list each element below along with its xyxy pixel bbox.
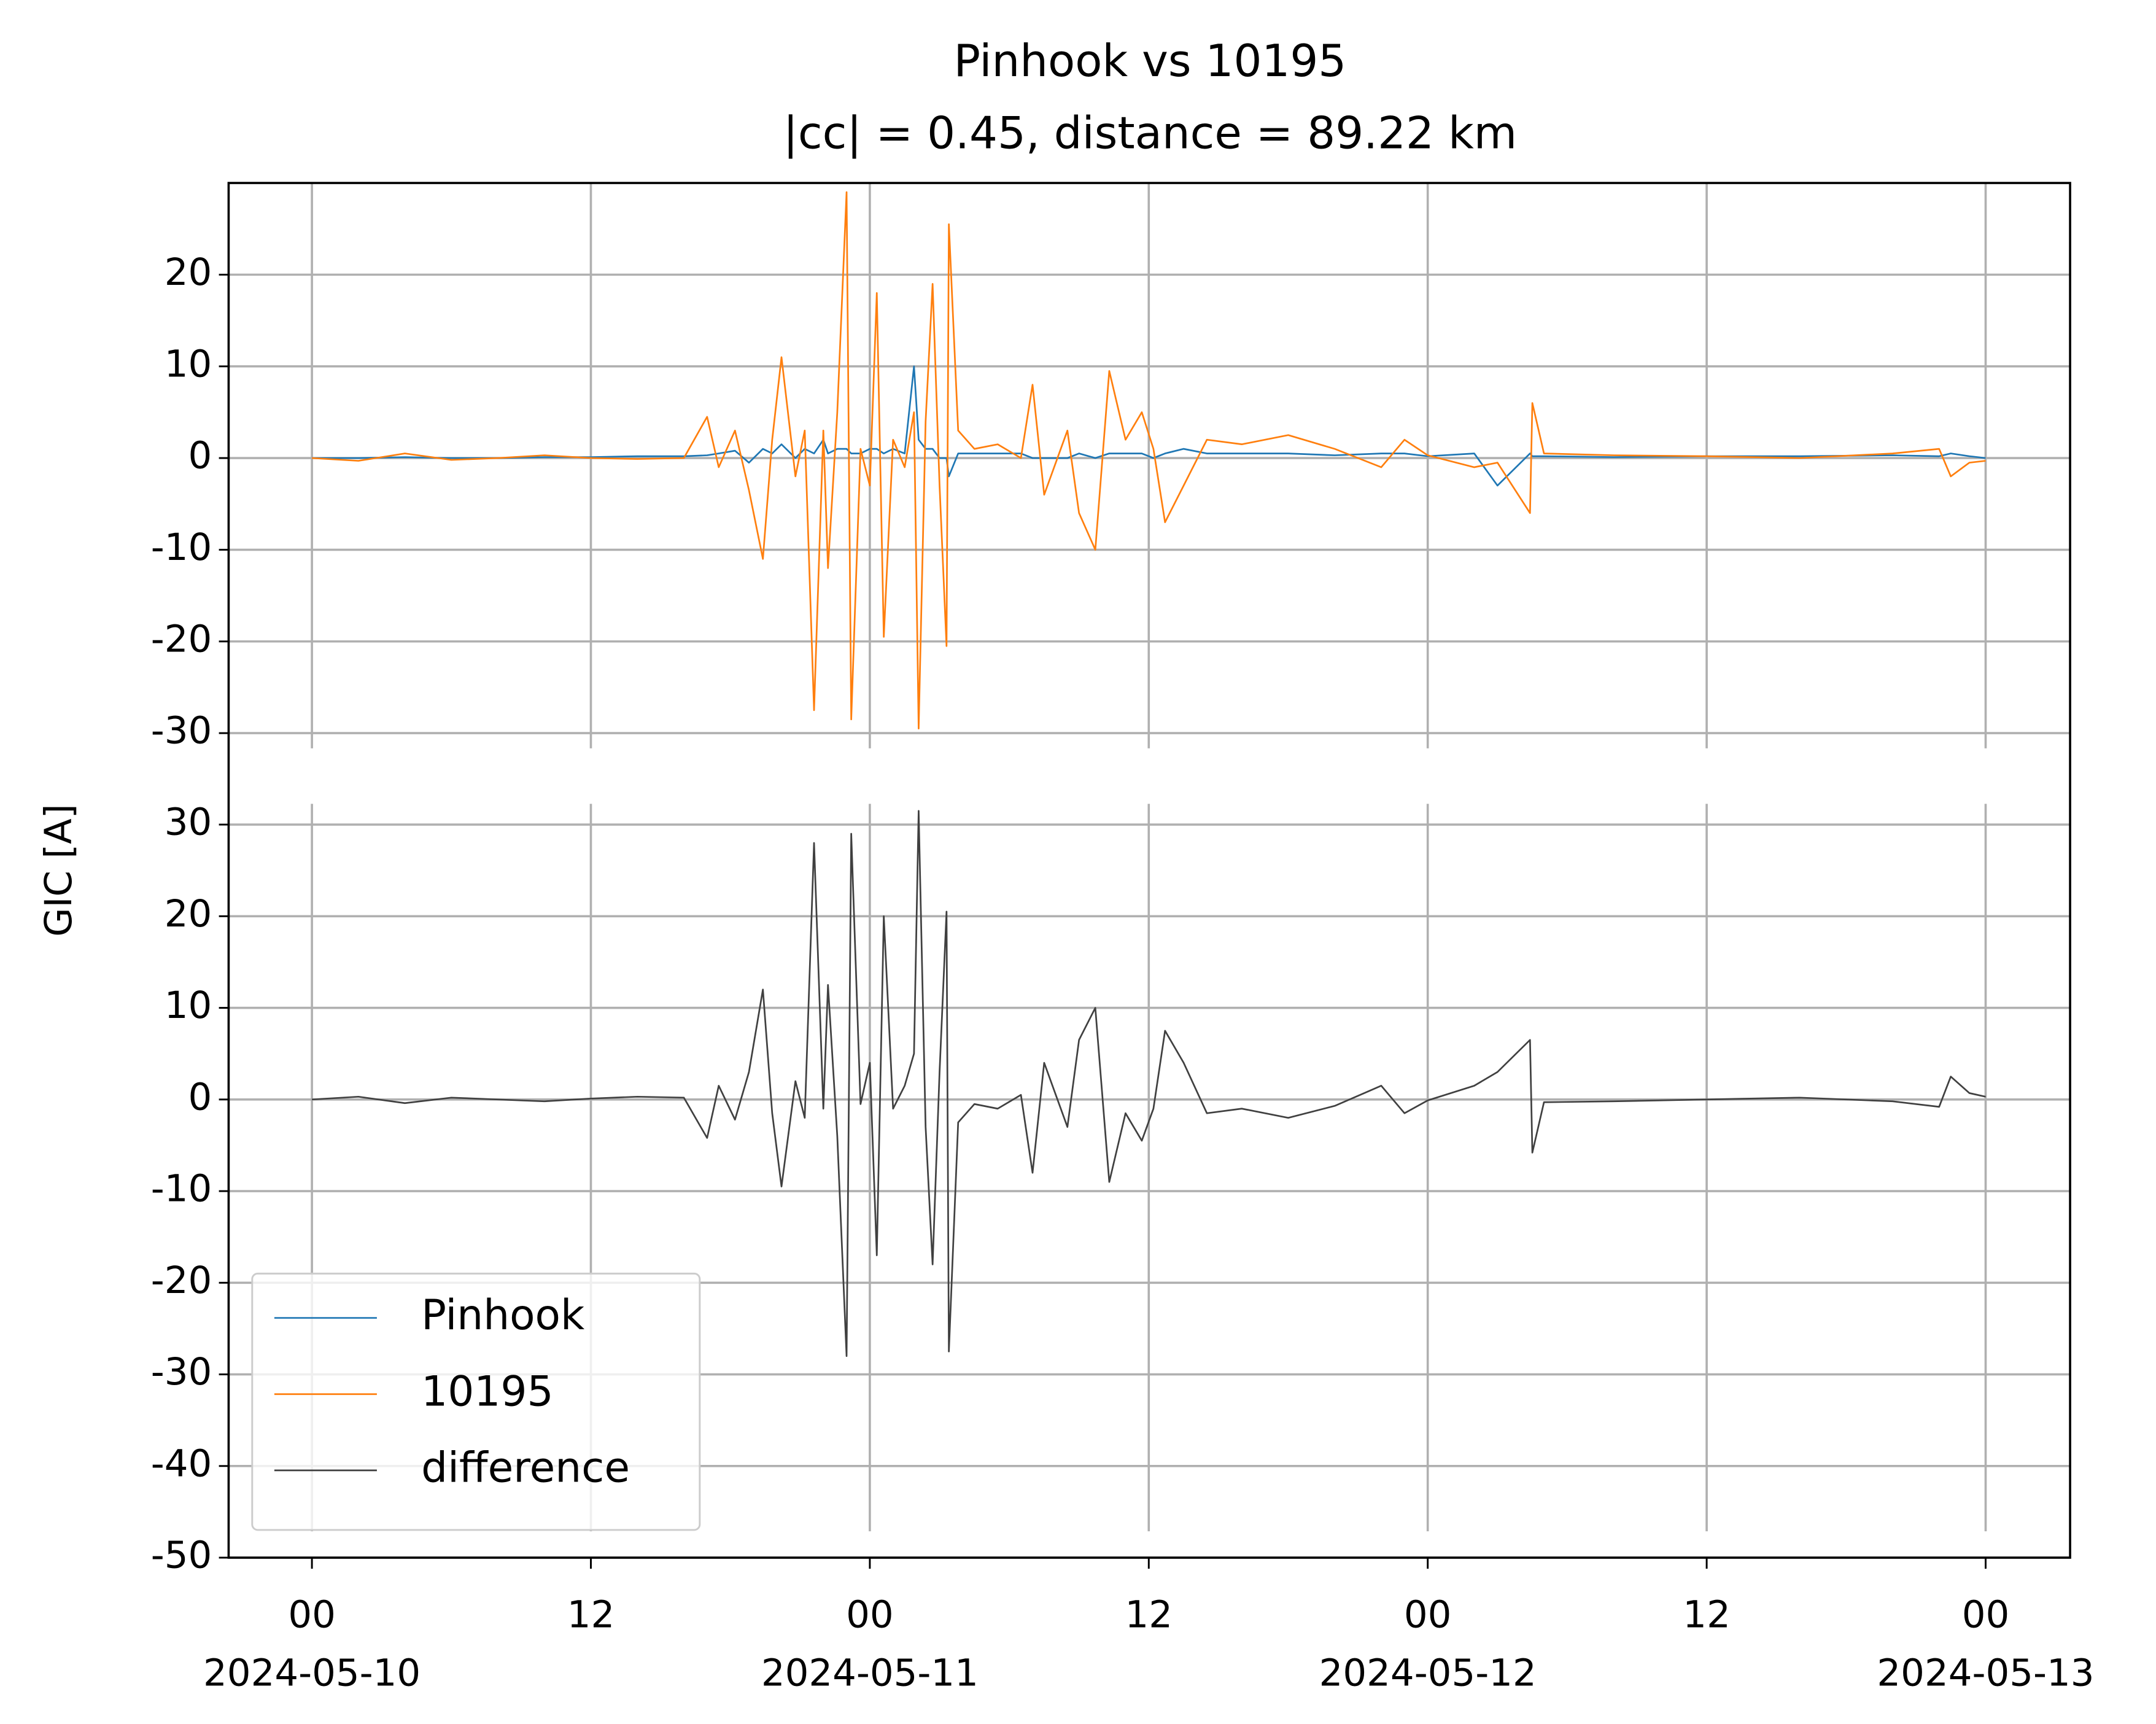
y-tick-label: -20 xyxy=(151,1259,212,1302)
x-tick-label: 12 xyxy=(567,1593,615,1637)
chart-subtitle: |cc| = 0.45, distance = 89.22 km xyxy=(783,107,1518,159)
y-tick-label: 20 xyxy=(165,892,212,936)
x-tick-date: 2024-05-13 xyxy=(1877,1651,2094,1695)
x-tick-date: 2024-05-11 xyxy=(761,1651,979,1695)
y-tick-label: 0 xyxy=(188,434,212,478)
y-tick-label: 20 xyxy=(165,250,212,294)
y-tick-label: -10 xyxy=(151,526,212,569)
y-tick-label: 10 xyxy=(165,342,212,386)
y-tick-label: -50 xyxy=(151,1534,212,1577)
x-tick-label: 00 xyxy=(846,1593,894,1637)
series-line xyxy=(312,810,1986,1357)
y-tick-label: 0 xyxy=(188,1075,212,1119)
series-line xyxy=(312,191,1986,729)
y-tick-label: -30 xyxy=(151,709,212,753)
x-tick-label: 12 xyxy=(1683,1593,1731,1637)
chart-title: Pinhook vs 10195 xyxy=(953,36,1346,87)
plot-frame xyxy=(227,182,2071,1559)
x-tick-label: 00 xyxy=(1404,1593,1452,1637)
legend-label: Pinhook xyxy=(421,1291,585,1339)
y-tick-label: 10 xyxy=(165,984,212,1027)
x-tick-date: 2024-05-10 xyxy=(203,1651,421,1695)
legend-label: difference xyxy=(421,1443,630,1491)
legend-label: 10195 xyxy=(421,1367,553,1415)
y-tick-label: -30 xyxy=(151,1350,212,1394)
legend-box xyxy=(251,1272,701,1531)
y-tick-label: -10 xyxy=(151,1167,212,1211)
y-tick-label: -40 xyxy=(151,1442,212,1485)
x-tick-label: 00 xyxy=(1962,1593,2010,1637)
y-axis-label: GIC [A] xyxy=(37,804,80,936)
x-tick-label: 12 xyxy=(1125,1593,1173,1637)
x-tick-label: 00 xyxy=(288,1593,336,1637)
x-tick-date: 2024-05-12 xyxy=(1319,1651,1537,1695)
y-tick-label: -20 xyxy=(151,617,212,661)
y-tick-label: 30 xyxy=(165,801,212,844)
